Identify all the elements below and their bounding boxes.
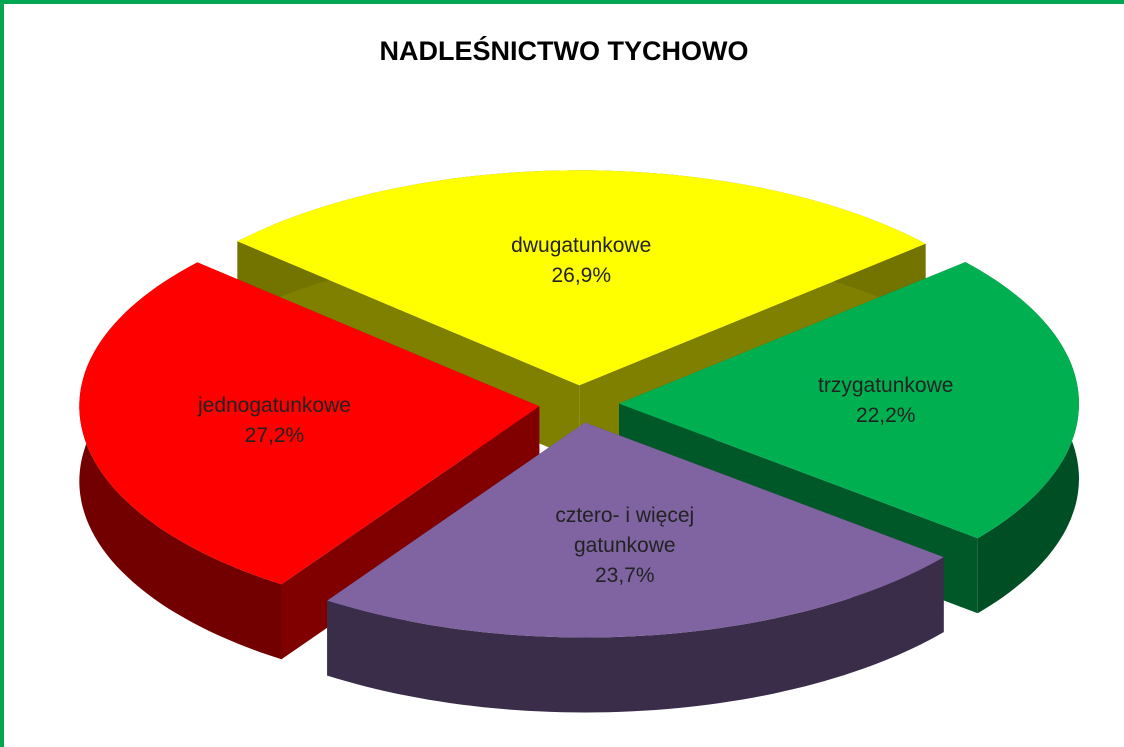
slice — [619, 262, 1079, 539]
category-label: dwugatunkowe — [511, 233, 652, 257]
value-label: 23,7% — [594, 563, 655, 587]
plot — [79, 170, 1079, 713]
chart-title: NADLEŚNICTWO TYCHOWO — [379, 36, 749, 66]
data-label: jednogatunkowe 27,2% — [198, 391, 351, 451]
category-label: jednogatunkowe — [197, 394, 351, 418]
value-label: 26,9% — [551, 263, 612, 287]
slice — [79, 262, 540, 585]
slice — [327, 422, 944, 638]
value-label: 27,2% — [244, 424, 305, 448]
category-label: cztero- i więcej gatunkowe — [555, 503, 695, 557]
slice — [237, 170, 926, 386]
data-label: cztero- i więcej gatunkowe 23,7% — [530, 501, 720, 591]
slice-side — [327, 557, 944, 713]
data-label: trzygatunkowe 22,2% — [818, 371, 953, 431]
category-label: trzygatunkowe — [818, 373, 954, 397]
data-label: dwugatunkowe 26,9% — [511, 231, 651, 291]
value-label: 22,2% — [855, 403, 916, 427]
